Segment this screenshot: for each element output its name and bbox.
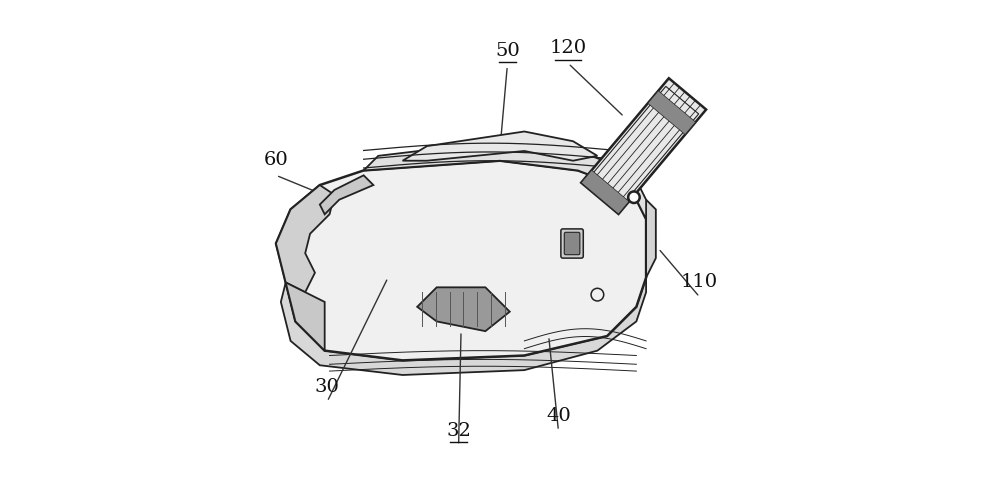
FancyBboxPatch shape (561, 229, 583, 258)
Text: 120: 120 (550, 39, 587, 57)
Polygon shape (364, 141, 646, 219)
Text: 40: 40 (546, 407, 571, 425)
Text: 50: 50 (495, 42, 520, 60)
Text: 30: 30 (315, 378, 340, 396)
Text: 32: 32 (446, 422, 471, 440)
Text: 110: 110 (681, 273, 718, 291)
Polygon shape (581, 170, 629, 214)
Polygon shape (648, 91, 696, 134)
FancyBboxPatch shape (564, 232, 580, 255)
Polygon shape (581, 78, 706, 214)
Polygon shape (320, 175, 373, 214)
Polygon shape (403, 131, 597, 161)
Polygon shape (286, 282, 325, 351)
Circle shape (628, 191, 640, 204)
Circle shape (630, 193, 638, 201)
Text: 60: 60 (264, 151, 288, 169)
Polygon shape (646, 200, 656, 278)
Polygon shape (417, 287, 510, 331)
Polygon shape (276, 185, 334, 292)
Polygon shape (281, 278, 646, 375)
Polygon shape (276, 161, 646, 360)
